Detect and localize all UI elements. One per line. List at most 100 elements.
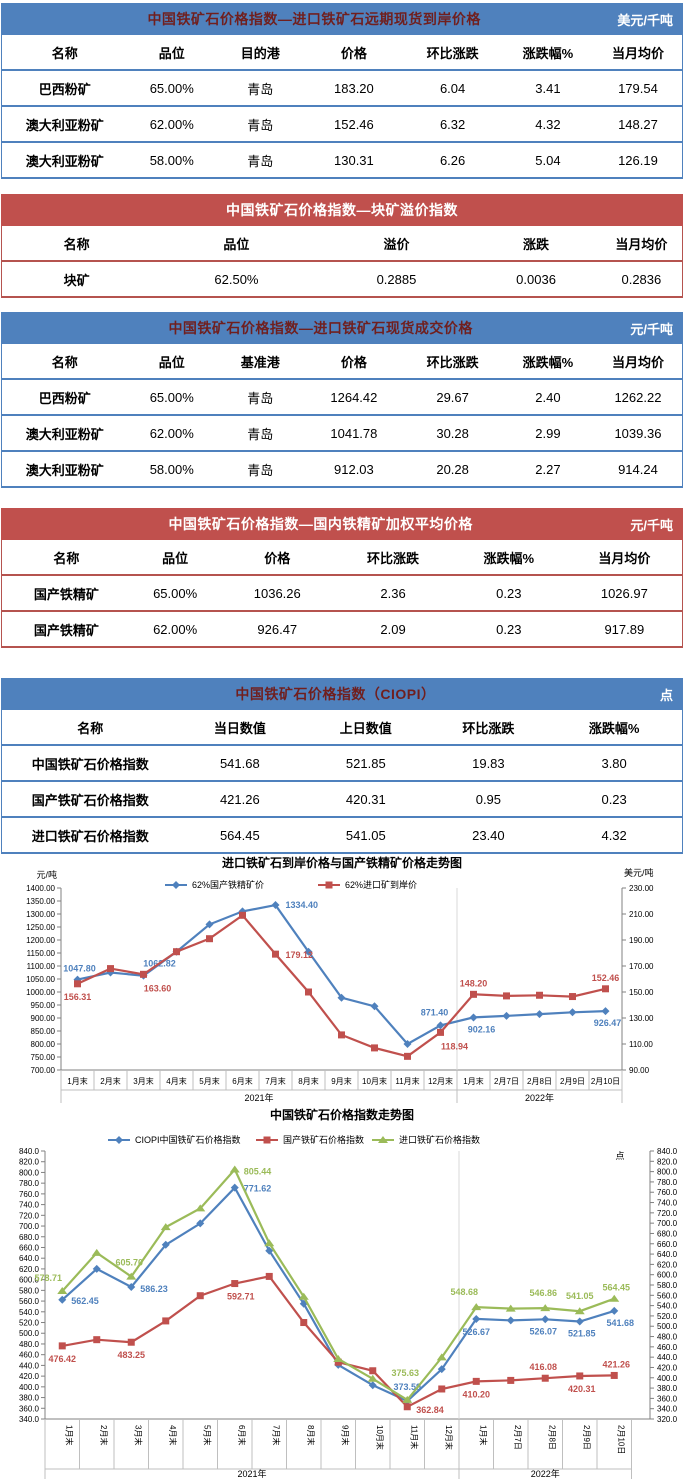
- svg-text:1050.00: 1050.00: [26, 975, 55, 984]
- svg-text:1200.00: 1200.00: [26, 936, 55, 945]
- diamond-marker: [73, 975, 82, 984]
- cell: 126.19: [618, 152, 658, 168]
- cell: 0.23: [496, 585, 522, 601]
- cell: 62.00%: [153, 621, 198, 637]
- diamond-marker: [610, 1306, 619, 1315]
- table-row: 进口铁矿石价格指数 564.45 541.05 23.40 4.32: [1, 817, 683, 853]
- cell: 62.50%: [214, 271, 259, 287]
- svg-text:5月末: 5月末: [199, 1076, 219, 1086]
- header-row: 名称 品位 基准港 价格 环比涨跌 涨跌幅% 当月均价: [1, 344, 683, 379]
- square-marker: [403, 1403, 411, 1411]
- column-header: 当月均价: [615, 236, 668, 252]
- svg-text:1100.00: 1100.00: [27, 962, 56, 971]
- table-row: 巴西粉矿 65.00% 青岛 1264.42 29.67 2.40 1262.22: [1, 379, 683, 415]
- svg-text:148.20: 148.20: [460, 978, 488, 988]
- cell: 6.32: [439, 116, 466, 132]
- svg-text:110.00: 110.00: [629, 1040, 653, 1049]
- svg-text:526.07: 526.07: [529, 1326, 557, 1336]
- column-header: 基准港: [240, 354, 280, 370]
- svg-text:780.0: 780.0: [19, 1179, 40, 1188]
- square-marker: [536, 991, 543, 999]
- svg-text:8月末: 8月末: [306, 1425, 316, 1445]
- svg-text:11月末: 11月末: [409, 1425, 419, 1449]
- svg-text:520.0: 520.0: [657, 1312, 678, 1321]
- square-marker: [369, 1367, 377, 1375]
- svg-text:2月末: 2月末: [99, 1425, 109, 1445]
- svg-text:320.0: 320.0: [657, 1415, 678, 1424]
- svg-text:1月末: 1月末: [463, 1076, 483, 1086]
- svg-text:420.0: 420.0: [657, 1363, 678, 1372]
- triangle-marker: [264, 1239, 275, 1247]
- table-unit: 元/千吨: [630, 321, 673, 337]
- cell: 青岛: [247, 426, 274, 442]
- square-marker: [74, 980, 81, 988]
- svg-text:10月末: 10月末: [375, 1425, 385, 1450]
- svg-text:720.0: 720.0: [19, 1211, 40, 1220]
- diamond-marker: [172, 881, 180, 889]
- cell: 4.32: [535, 116, 561, 132]
- svg-text:CIOPI中国铁矿石价格指数: CIOPI中国铁矿石价格指数: [135, 1134, 241, 1145]
- chart-root: 中国铁矿石价格指数走势图点340.0360.0380.0400.0420.044…: [19, 1107, 678, 1479]
- cell: 179.54: [618, 80, 658, 96]
- diamond-marker: [472, 1314, 481, 1323]
- svg-text:416.08: 416.08: [529, 1362, 557, 1372]
- svg-text:1000.00: 1000.00: [26, 988, 55, 997]
- svg-text:700.0: 700.0: [657, 1219, 678, 1228]
- svg-text:760.0: 760.0: [19, 1190, 40, 1199]
- svg-text:800.00: 800.00: [31, 1040, 56, 1049]
- svg-text:2月9日: 2月9日: [582, 1425, 591, 1450]
- cell: 917.89: [604, 621, 645, 637]
- svg-text:780.0: 780.0: [657, 1178, 678, 1187]
- diamond-marker: [506, 1316, 515, 1325]
- square-marker: [58, 1342, 66, 1350]
- svg-text:500.0: 500.0: [657, 1322, 678, 1331]
- table-header-bar: 中国铁矿石价格指数—块矿溢价指数: [1, 194, 683, 226]
- column-header: 当月均价: [611, 45, 664, 61]
- table-title: 中国铁矿石价格指数（CIOPI）: [235, 686, 436, 702]
- svg-text:540.0: 540.0: [19, 1308, 40, 1317]
- cell: 澳大利亚粉矿: [25, 153, 104, 169]
- price-table: 名称 品位 溢价 涨跌 当月均价 块矿 62.50% 0.2885 0.0036 0.2836: [1, 226, 683, 298]
- svg-text:902.16: 902.16: [468, 1024, 496, 1034]
- cell: 4.32: [601, 827, 627, 843]
- series-line: [77, 903, 606, 1046]
- cell: 6.04: [439, 80, 466, 96]
- cell: 国产铁精矿: [33, 622, 99, 638]
- square-marker: [610, 1371, 618, 1379]
- column-header: 名称: [51, 45, 78, 61]
- cell: 541.68: [219, 755, 260, 771]
- diamond-marker: [238, 907, 247, 916]
- svg-text:548.68: 548.68: [450, 1287, 478, 1297]
- cell: 1264.42: [330, 389, 378, 405]
- svg-text:605.70: 605.70: [115, 1258, 143, 1268]
- cell: 19.83: [472, 755, 505, 771]
- column-header: 品位: [158, 354, 185, 370]
- svg-text:1300.00: 1300.00: [26, 910, 55, 919]
- column-header: 环比涨跌: [426, 45, 479, 61]
- svg-text:340.0: 340.0: [19, 1415, 40, 1424]
- square-marker: [196, 1292, 204, 1300]
- triangle-marker: [195, 1204, 206, 1212]
- table-import-spot-deal-price: 中国铁矿石价格指数—进口铁矿石现货成交价格 元/千吨 名称 品位 基准港 价格 环比涨跌…: [1, 312, 683, 488]
- cell: 澳大利亚粉矿: [25, 462, 104, 478]
- cell: 青岛: [247, 81, 274, 97]
- svg-text:12月末: 12月末: [428, 1076, 453, 1086]
- svg-text:62%进口矿到岸价: 62%进口矿到岸价: [345, 879, 417, 890]
- triangle-marker: [57, 1287, 68, 1295]
- cell: 0.2836: [621, 271, 662, 287]
- svg-text:560.0: 560.0: [19, 1297, 40, 1306]
- header-row: 名称 品位 目的港 价格 环比涨跌 涨跌幅% 当月均价: [1, 35, 683, 70]
- svg-text:800.0: 800.0: [19, 1168, 40, 1177]
- svg-text:560.0: 560.0: [657, 1291, 678, 1300]
- table-row: 块矿 62.50% 0.2885 0.0036 0.2836: [1, 261, 683, 297]
- svg-text:420.31: 420.31: [568, 1384, 596, 1394]
- diamond-marker: [601, 1007, 610, 1016]
- triangle-marker: [229, 1165, 240, 1173]
- svg-text:2月8日: 2月8日: [547, 1425, 556, 1450]
- svg-text:900.00: 900.00: [31, 1014, 56, 1023]
- column-header: 当月均价: [611, 354, 664, 370]
- svg-text:740.0: 740.0: [19, 1201, 40, 1210]
- svg-text:871.40: 871.40: [421, 1007, 449, 1017]
